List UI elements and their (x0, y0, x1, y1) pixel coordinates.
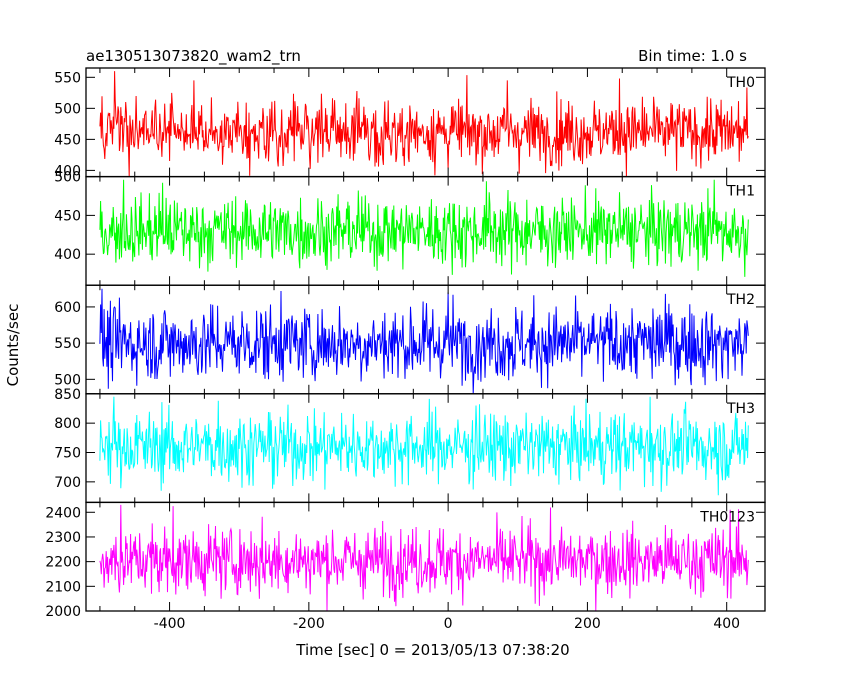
y-tick-label: 550 (54, 70, 81, 86)
y-tick-label: 450 (54, 208, 81, 224)
panels-group: 400 450 500 550 TH0 400 450 500 TH1 500 550 600 TH2 7… (45, 67, 766, 632)
y-tick-label: 400 (54, 163, 81, 179)
y-tick-label: 2400 (45, 505, 81, 521)
series-line-th2 (99, 288, 749, 394)
panel-frame (85, 501, 766, 612)
y-tick-label: 750 (54, 446, 81, 462)
panel-label-th2: TH2 (726, 292, 755, 308)
y-tick-label: 2300 (45, 530, 81, 546)
series-line-th0123 (99, 504, 749, 612)
x-tick-label: 200 (574, 616, 601, 632)
panel-label-th0123: TH0123 (699, 509, 755, 525)
y-tick-label: 700 (54, 475, 81, 491)
panel-th2: 500 550 600 TH2 (54, 284, 766, 395)
chart-title: ae130513073820_wam2_trn (86, 47, 301, 66)
x-tick-label: 400 (713, 616, 740, 632)
bin-time-label: Bin time: 1.0 s (638, 47, 747, 65)
x-tick-label: 0 (444, 616, 453, 632)
y-tick-label: 850 (54, 387, 81, 403)
panel-label-th0: TH0 (726, 75, 755, 91)
panel-frame (85, 67, 766, 178)
panel-label-th3: TH3 (726, 401, 755, 417)
series-line-th1 (99, 179, 749, 277)
series-line-th3 (99, 396, 749, 496)
y-tick-label: 2100 (45, 579, 81, 595)
x-tick-label: -400 (154, 616, 186, 632)
y-tick-label: 450 (54, 132, 81, 148)
y-tick-label: 600 (54, 300, 81, 316)
y-tick-label: 500 (54, 170, 81, 186)
panel-th3: 700 750 800 850 TH3 (54, 387, 766, 504)
panel-label-th1: TH1 (726, 184, 755, 200)
panel-th0123: 2000 2100 2200 2300 2400 TH0123 (45, 501, 766, 620)
y-tick-label: 800 (54, 416, 81, 432)
panel-th0: 400 450 500 550 TH0 (54, 67, 766, 179)
y-tick-label: 550 (54, 336, 81, 352)
x-tick-label: -200 (293, 616, 325, 632)
series-line-th0 (99, 71, 749, 177)
y-tick-label: 500 (54, 101, 81, 117)
y-tick-label: 400 (54, 247, 81, 263)
x-axis-label: Time [sec] 0 = 2013/05/13 07:38:20 (295, 641, 569, 659)
y-tick-label: 500 (54, 372, 81, 388)
panel-th1: 400 450 500 TH1 (54, 170, 766, 286)
y-axis-label: Counts/sec (4, 304, 22, 387)
y-tick-label: 2000 (45, 604, 81, 620)
y-tick-label: 2200 (45, 555, 81, 571)
